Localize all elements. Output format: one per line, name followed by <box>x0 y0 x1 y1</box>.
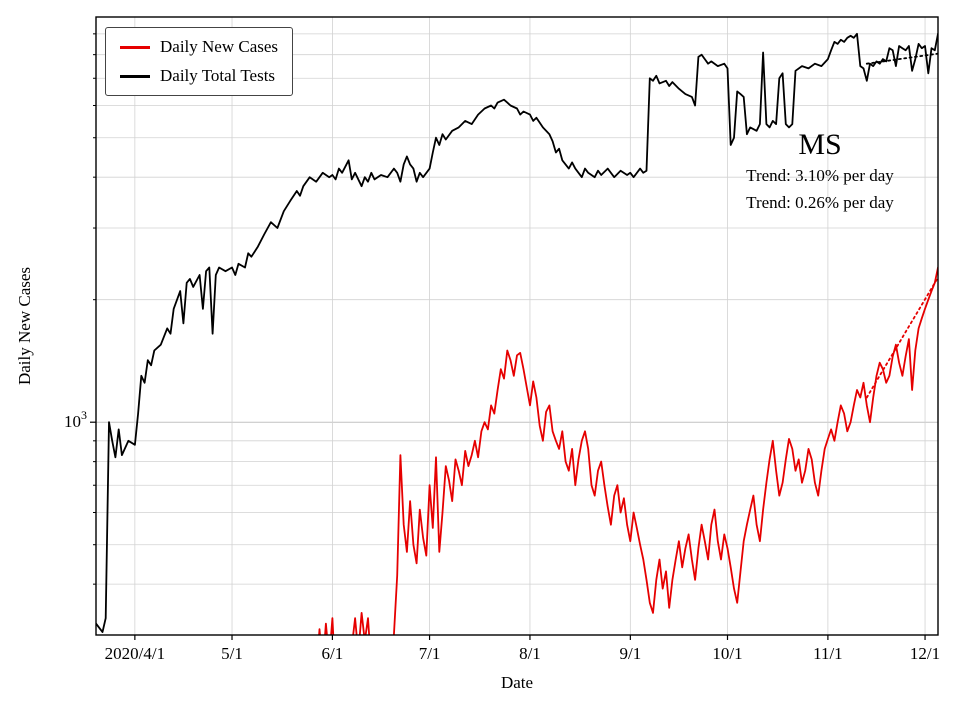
trend-cases-label: Trend: 3.10% per day <box>746 166 894 185</box>
svg-text:7/1: 7/1 <box>419 644 441 663</box>
svg-text:9/1: 9/1 <box>619 644 641 663</box>
svg-text:5/1: 5/1 <box>221 644 243 663</box>
annotations: MS Trend: 3.10% per day Trend: 0.26% per… <box>715 128 925 216</box>
legend-entry-daily-total-tests: Daily Total Tests <box>120 66 278 86</box>
svg-text:8/1: 8/1 <box>519 644 541 663</box>
trend-tests-label: Trend: 0.26% per day <box>746 193 894 212</box>
svg-text:10/1: 10/1 <box>712 644 742 663</box>
legend-entry-daily-new-cases: Daily New Cases <box>120 37 278 57</box>
svg-text:103: 103 <box>64 408 87 431</box>
legend: Daily New Cases Daily Total Tests <box>105 27 294 96</box>
svg-text:Date: Date <box>501 673 533 692</box>
legend-line-black-icon <box>120 74 150 78</box>
svg-text:6/1: 6/1 <box>322 644 344 663</box>
legend-line-red-icon <box>120 45 150 49</box>
svg-text:11/1: 11/1 <box>813 644 843 663</box>
state-label: MS <box>798 128 842 161</box>
svg-text:12/1: 12/1 <box>910 644 940 663</box>
legend-label: Daily New Cases <box>160 37 279 56</box>
legend-label: Daily Total Tests <box>160 66 276 85</box>
svg-text:2020/4/1: 2020/4/1 <box>105 644 165 663</box>
svg-text:Daily New Cases: Daily New Cases <box>15 267 34 385</box>
